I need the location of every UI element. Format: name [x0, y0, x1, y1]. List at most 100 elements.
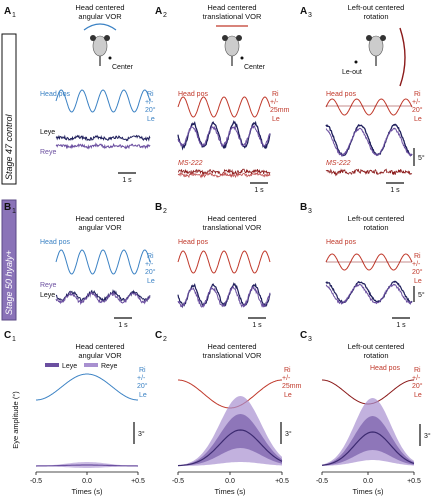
time-scale-label: 1 s — [396, 322, 406, 329]
rotation-arrow-A3 — [399, 27, 406, 87]
center-dot-A2 — [240, 56, 244, 60]
panel-letter-sub-B2: 2 — [163, 208, 167, 215]
panel-letter-sub-A1: 1 — [12, 12, 16, 19]
panel-letter-B3: B — [300, 202, 307, 213]
amp-range-value: 25mm — [270, 107, 290, 114]
panel-letter-sub-B3: 3 — [308, 208, 312, 215]
amp-range-value: 20° — [412, 106, 423, 114]
panel-letter-A1: A — [4, 6, 11, 17]
panel-letter-C3: C — [300, 330, 307, 341]
amp-ri-label: Ri — [414, 91, 421, 98]
time-scale-label: 1 s — [122, 177, 132, 184]
amp-range-sign: +/- — [145, 99, 154, 106]
row-label-stage47: Stage 47 control — [4, 113, 14, 180]
amp-ri-label: Ri — [284, 367, 291, 374]
reye-trace-A1 — [55, 142, 151, 150]
title-C1-line-1: Head centered — [75, 342, 124, 351]
title-C3-line-1: Left-out centered — [348, 342, 405, 351]
reye-trace-B1 — [55, 291, 151, 306]
reye-trace-A2 — [177, 125, 271, 148]
panel-letter-B1: B — [4, 202, 11, 213]
title-C2-line-1: Head centered — [207, 342, 256, 351]
time-scale-label: 1 s — [118, 322, 128, 329]
amp-range-value: 20° — [145, 268, 156, 276]
legend-swatch-leye — [45, 363, 59, 367]
row-label-box-stage50 — [1, 199, 17, 321]
head-pos-trace-A1 — [55, 89, 151, 113]
tadpole-right-eye — [380, 35, 386, 41]
x-tick-label-c2: 0.0 — [225, 478, 235, 485]
panel-letter-C2: C — [155, 330, 162, 341]
x-tick-label-c1: 0.0 — [82, 478, 92, 485]
amplitude-scale-label: 5° — [418, 154, 425, 162]
amp-range-value: 20° — [145, 106, 156, 114]
head-pos-label-A2: Head pos — [178, 91, 208, 98]
ms222-label-A2: MS-222 — [178, 160, 203, 167]
time-scale-label: 1 s — [390, 187, 400, 194]
leye-mean-C2 — [177, 429, 283, 467]
leye-band-C3 — [322, 416, 414, 466]
amp-ri-label: Ri — [414, 253, 421, 260]
reye-label-B1: Reye — [40, 282, 56, 289]
tadpole-right-eye — [104, 35, 110, 41]
x-axis-label-c2: Times (s) — [215, 487, 246, 496]
amp-le-label: Le — [414, 116, 422, 123]
x-tick-label-c2: -0.5 — [172, 478, 184, 485]
tadpole-left-eye — [90, 35, 96, 41]
head-pos-trace-A2 — [177, 96, 271, 118]
y-axis-label-C: Eye amplitude (°) — [11, 391, 20, 449]
x-tick-label-c1: -0.5 — [30, 478, 42, 485]
title-A3-line-1: Left-out centered — [348, 3, 405, 12]
leye-trace-B2 — [177, 282, 271, 309]
legend-leye: Leye — [62, 363, 77, 370]
amp-range-sign: +/- — [412, 375, 421, 382]
head-pos-trace-B1 — [55, 249, 151, 275]
time-scale-label: 1 s — [254, 187, 264, 194]
title-A3-line-2: rotation — [363, 12, 388, 21]
amp-range-value: 20° — [412, 268, 423, 276]
title-A2-line-2: translational VOR — [203, 12, 262, 21]
tadpole-schematic — [90, 35, 110, 66]
amp-le-label: Le — [414, 278, 422, 285]
amplitude-scale-label: 5° — [418, 291, 425, 299]
amp-ri-label: Ri — [272, 91, 279, 98]
head-pos-label-B1: Head pos — [40, 239, 70, 246]
amp-le-label: Le — [272, 116, 280, 123]
row-label-stage50: Stage 50 hyaly+ — [4, 250, 14, 315]
reye-label-A1: Reye — [40, 149, 56, 156]
panel-letter-sub-A2: 2 — [163, 12, 167, 19]
head-pos-trace-B2 — [177, 250, 271, 274]
panel-letter-sub-C2: 2 — [163, 336, 167, 343]
schematic-center-A2: Center — [244, 64, 266, 71]
leye-trace-A3 — [325, 123, 413, 157]
amp-range-value: 20° — [137, 382, 148, 390]
amp-le-label: Le — [414, 392, 422, 399]
legend-reye: Reye — [101, 363, 117, 370]
leye-trace-B3 — [325, 280, 413, 304]
le-out-dot-A3 — [354, 60, 358, 64]
amp-range-sign: +/- — [145, 261, 154, 268]
x-tick-label-c3: +0.5 — [407, 478, 421, 485]
amp-range-sign: +/- — [282, 375, 291, 382]
head-pos-trace-A3 — [325, 98, 413, 116]
title-A1-line-2: angular VOR — [78, 12, 122, 21]
panel-letter-C1: C — [4, 330, 11, 341]
amp-range-value: 20° — [412, 382, 423, 390]
title-B3-line-1: Left-out centered — [348, 214, 405, 223]
title-B1-line-2: angular VOR — [78, 223, 122, 232]
panel-letter-B2: B — [155, 202, 162, 213]
amp-range-sign: +/- — [270, 99, 279, 106]
title-C2-line-2: translational VOR — [203, 351, 262, 360]
panel-letter-sub-C1: 1 — [12, 336, 16, 343]
ms222-label-A3: MS-222 — [326, 160, 351, 167]
head-pos-label-A3: Head pos — [326, 91, 356, 98]
amp-ri-label: Ri — [147, 91, 154, 98]
time-scale-label: 1 s — [252, 322, 262, 329]
amp-range-value: 25mm — [282, 383, 302, 390]
head-pos-trace-B3 — [325, 253, 413, 271]
amp-le-label: Le — [147, 278, 155, 285]
tadpole-right-eye — [236, 35, 242, 41]
reye-trace-A3 — [325, 127, 413, 158]
leye-trace-A2 — [177, 120, 271, 151]
